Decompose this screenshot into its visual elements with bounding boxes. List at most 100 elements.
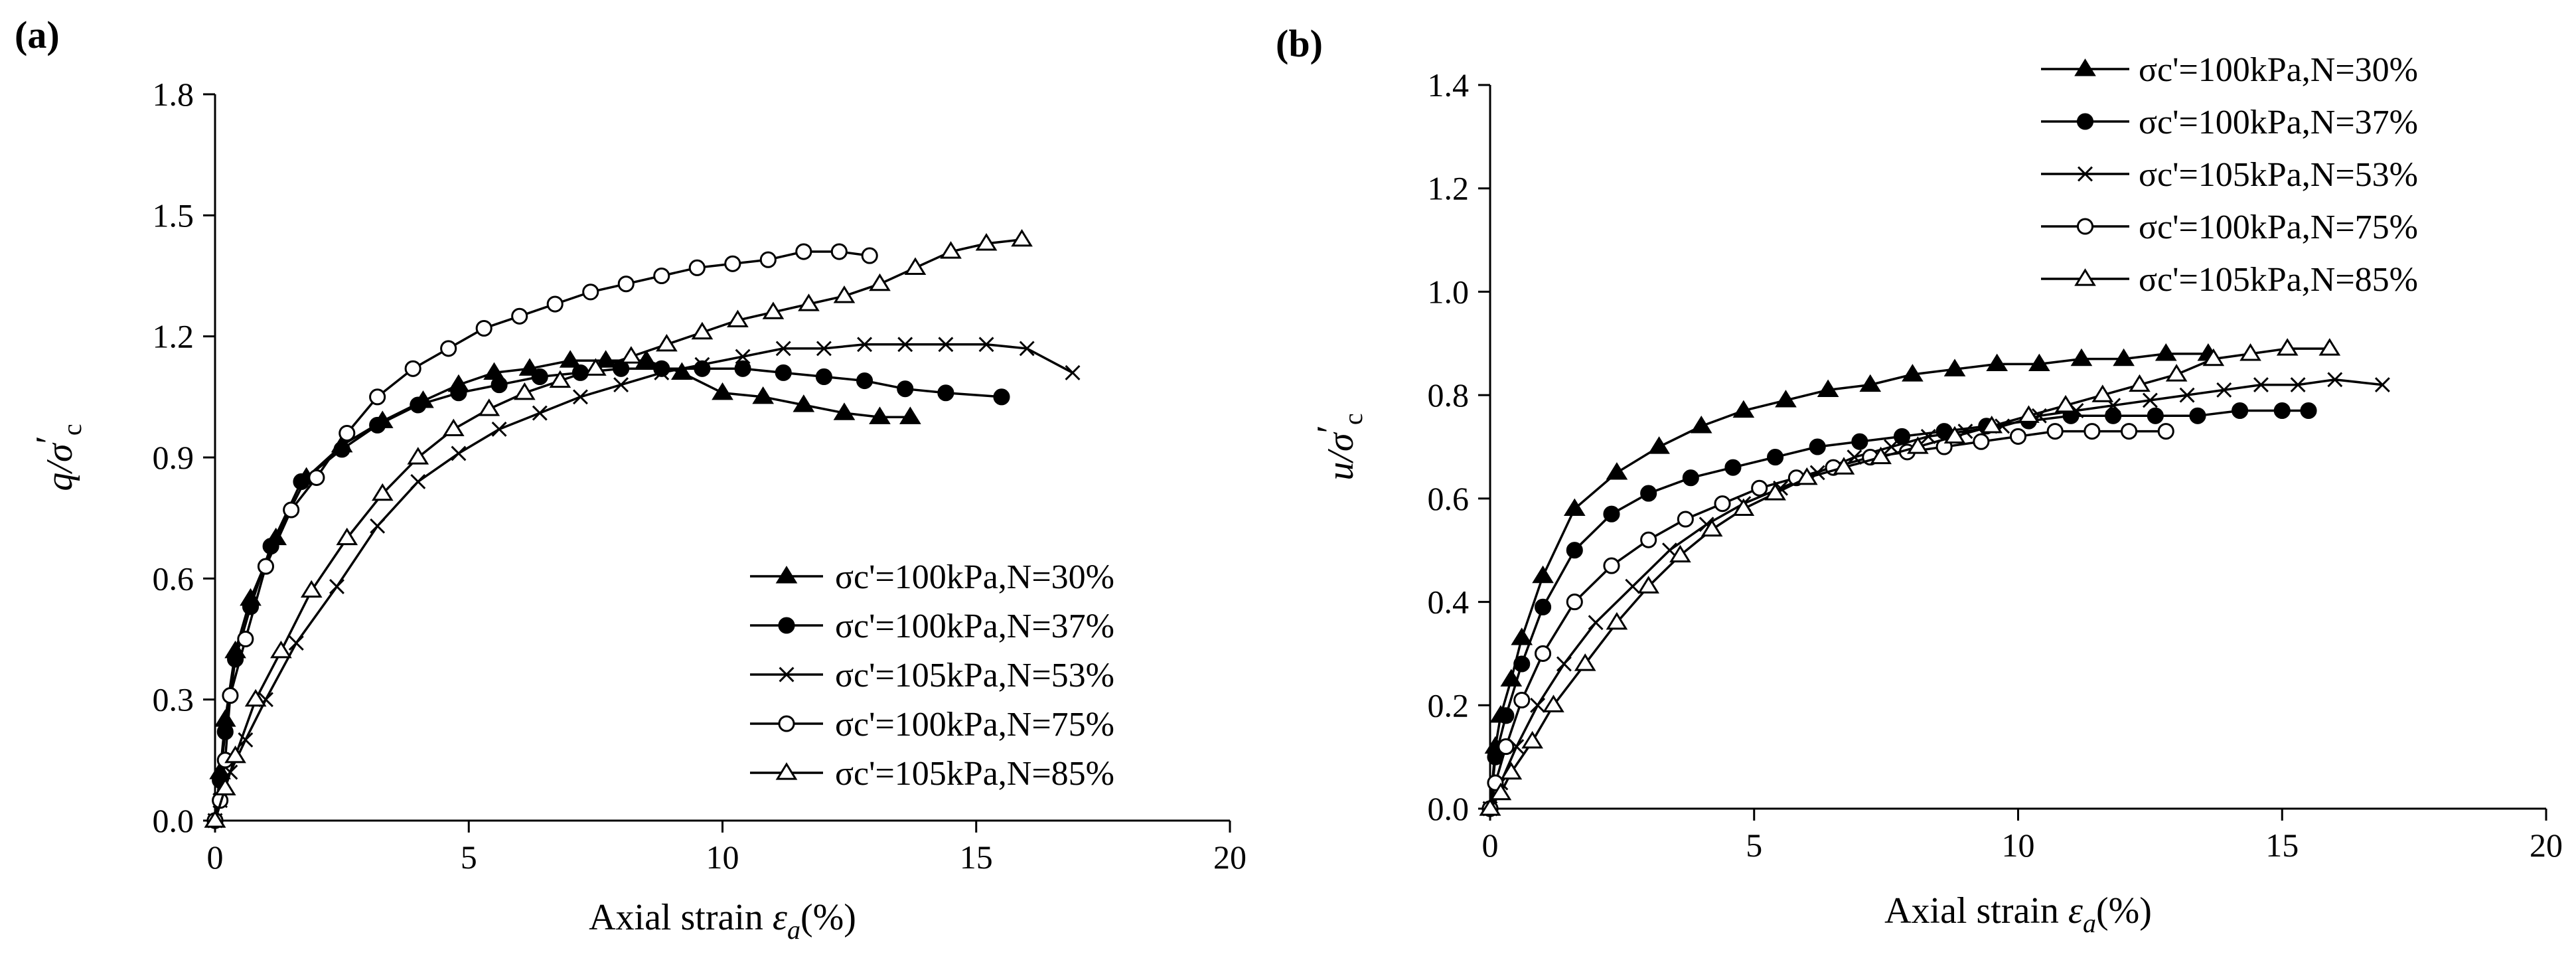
cross-stroke: [2068, 403, 2084, 418]
series-line: [214, 250, 870, 821]
data-point: [2202, 348, 2225, 366]
data-point: [1588, 615, 1604, 631]
panel-label: (a): [15, 13, 60, 56]
legend-marker: [775, 762, 798, 780]
data-point: [1732, 498, 1755, 517]
data-point: [1479, 798, 1501, 816]
data-point: [1563, 498, 1586, 517]
cross-stroke: [1884, 439, 1900, 455]
cross-stroke: [410, 474, 426, 489]
cross-stroke: [2374, 377, 2390, 393]
legend-label: σc'=100kPa,N=75%: [2139, 208, 2418, 246]
cross-stroke: [2078, 166, 2093, 182]
data-point: [899, 406, 921, 424]
series-line: [214, 359, 911, 821]
legend-label: σc'=100kPa,N=37%: [2139, 104, 2418, 141]
data-point: [1606, 611, 1628, 630]
data-point: [222, 687, 239, 704]
data-point: [214, 777, 236, 795]
data-point: [2113, 348, 2135, 366]
data-point: [897, 337, 913, 353]
data-point: [1902, 364, 1924, 382]
data-point: [1513, 691, 1531, 709]
data-point: [793, 394, 815, 412]
data-point: [1809, 438, 1826, 455]
cross-stroke: [451, 445, 467, 461]
y-tick-label: 1.2: [1428, 170, 1470, 207]
y-tick-label: 1.0: [1428, 273, 1470, 310]
data-point: [1574, 653, 1596, 671]
data-point: [1603, 557, 1620, 574]
legend-entry: σc'=100kPa,N=75%: [750, 706, 1114, 744]
series-line: [1489, 378, 2383, 809]
data-point: [2121, 423, 2138, 440]
data-point: [1795, 467, 1818, 485]
legend-entry: σc'=100kPa,N=30%: [750, 558, 1114, 596]
data-point: [2070, 348, 2093, 366]
panel-label: (b): [1276, 22, 1323, 65]
data-point: [1535, 598, 1552, 615]
data-point: [869, 406, 891, 424]
y-axis-title: u/σ′c: [1310, 413, 1368, 480]
data-point: [1884, 439, 1900, 455]
y-tick-label: 1.2: [153, 318, 194, 355]
data-point: [582, 283, 599, 301]
data-point: [2142, 392, 2158, 408]
data-point: [735, 349, 751, 364]
data-point: [2147, 407, 2164, 424]
data-point: [216, 723, 234, 740]
data-point: [2129, 374, 2151, 392]
legend-marker: [775, 566, 798, 584]
y-tick-label: 1.8: [153, 76, 194, 113]
data-point: [752, 386, 774, 404]
data-point: [1714, 495, 1731, 513]
x-axis-title: Axial strain εa(%): [589, 897, 856, 945]
y-tick-label: 0.6: [1428, 480, 1470, 517]
data-point: [369, 388, 386, 406]
cross-stroke: [857, 337, 873, 353]
data-point: [904, 257, 927, 275]
data-point: [975, 233, 998, 251]
cross-stroke: [1065, 364, 1081, 380]
series-cross: [1482, 372, 2390, 817]
data-point: [857, 337, 873, 353]
series-open-triangle: [1479, 338, 2341, 816]
data-point: [2374, 377, 2390, 393]
cross-stroke: [572, 389, 588, 405]
cross-stroke: [2216, 382, 2232, 398]
data-point: [620, 346, 643, 364]
y-tick-label: 1.4: [1428, 66, 1470, 104]
series-filled-circle: [1481, 402, 2317, 817]
data-point: [759, 251, 777, 268]
data-point: [491, 376, 508, 394]
data-point: [224, 745, 246, 764]
data-point: [1767, 449, 1784, 466]
data-point: [1500, 762, 1523, 780]
data-point: [1764, 483, 1786, 501]
data-point: [2157, 423, 2174, 440]
data-point: [861, 247, 878, 264]
data-point: [635, 350, 658, 368]
data-point: [1640, 531, 1657, 548]
data-point: [491, 421, 507, 437]
data-point: [2105, 407, 2122, 424]
legend-entry: σc'=100kPa,N=30%: [2041, 51, 2418, 89]
panel-b: (b) 0.0 0.2 0.4 0.6 0.8 1.0 1.2 1.4 0 5 10 15 20 Axial…: [1276, 22, 2563, 938]
cross-stroke: [491, 421, 507, 437]
data-point: [2084, 423, 2101, 440]
data-point: [329, 579, 344, 594]
data-point: [1065, 364, 1081, 380]
data-point: [1943, 426, 1966, 444]
data-point: [339, 424, 356, 442]
data-point: [938, 337, 954, 353]
cross-stroke: [238, 732, 254, 748]
data-point: [937, 384, 954, 402]
data-point: [1625, 578, 1641, 594]
y-tick-label: 0.4: [1428, 584, 1470, 621]
x-tick-label: 20: [2530, 827, 2563, 864]
data-point: [727, 309, 749, 327]
data-point: [300, 580, 323, 598]
data-point: [407, 447, 429, 465]
data-point: [1532, 565, 1554, 584]
